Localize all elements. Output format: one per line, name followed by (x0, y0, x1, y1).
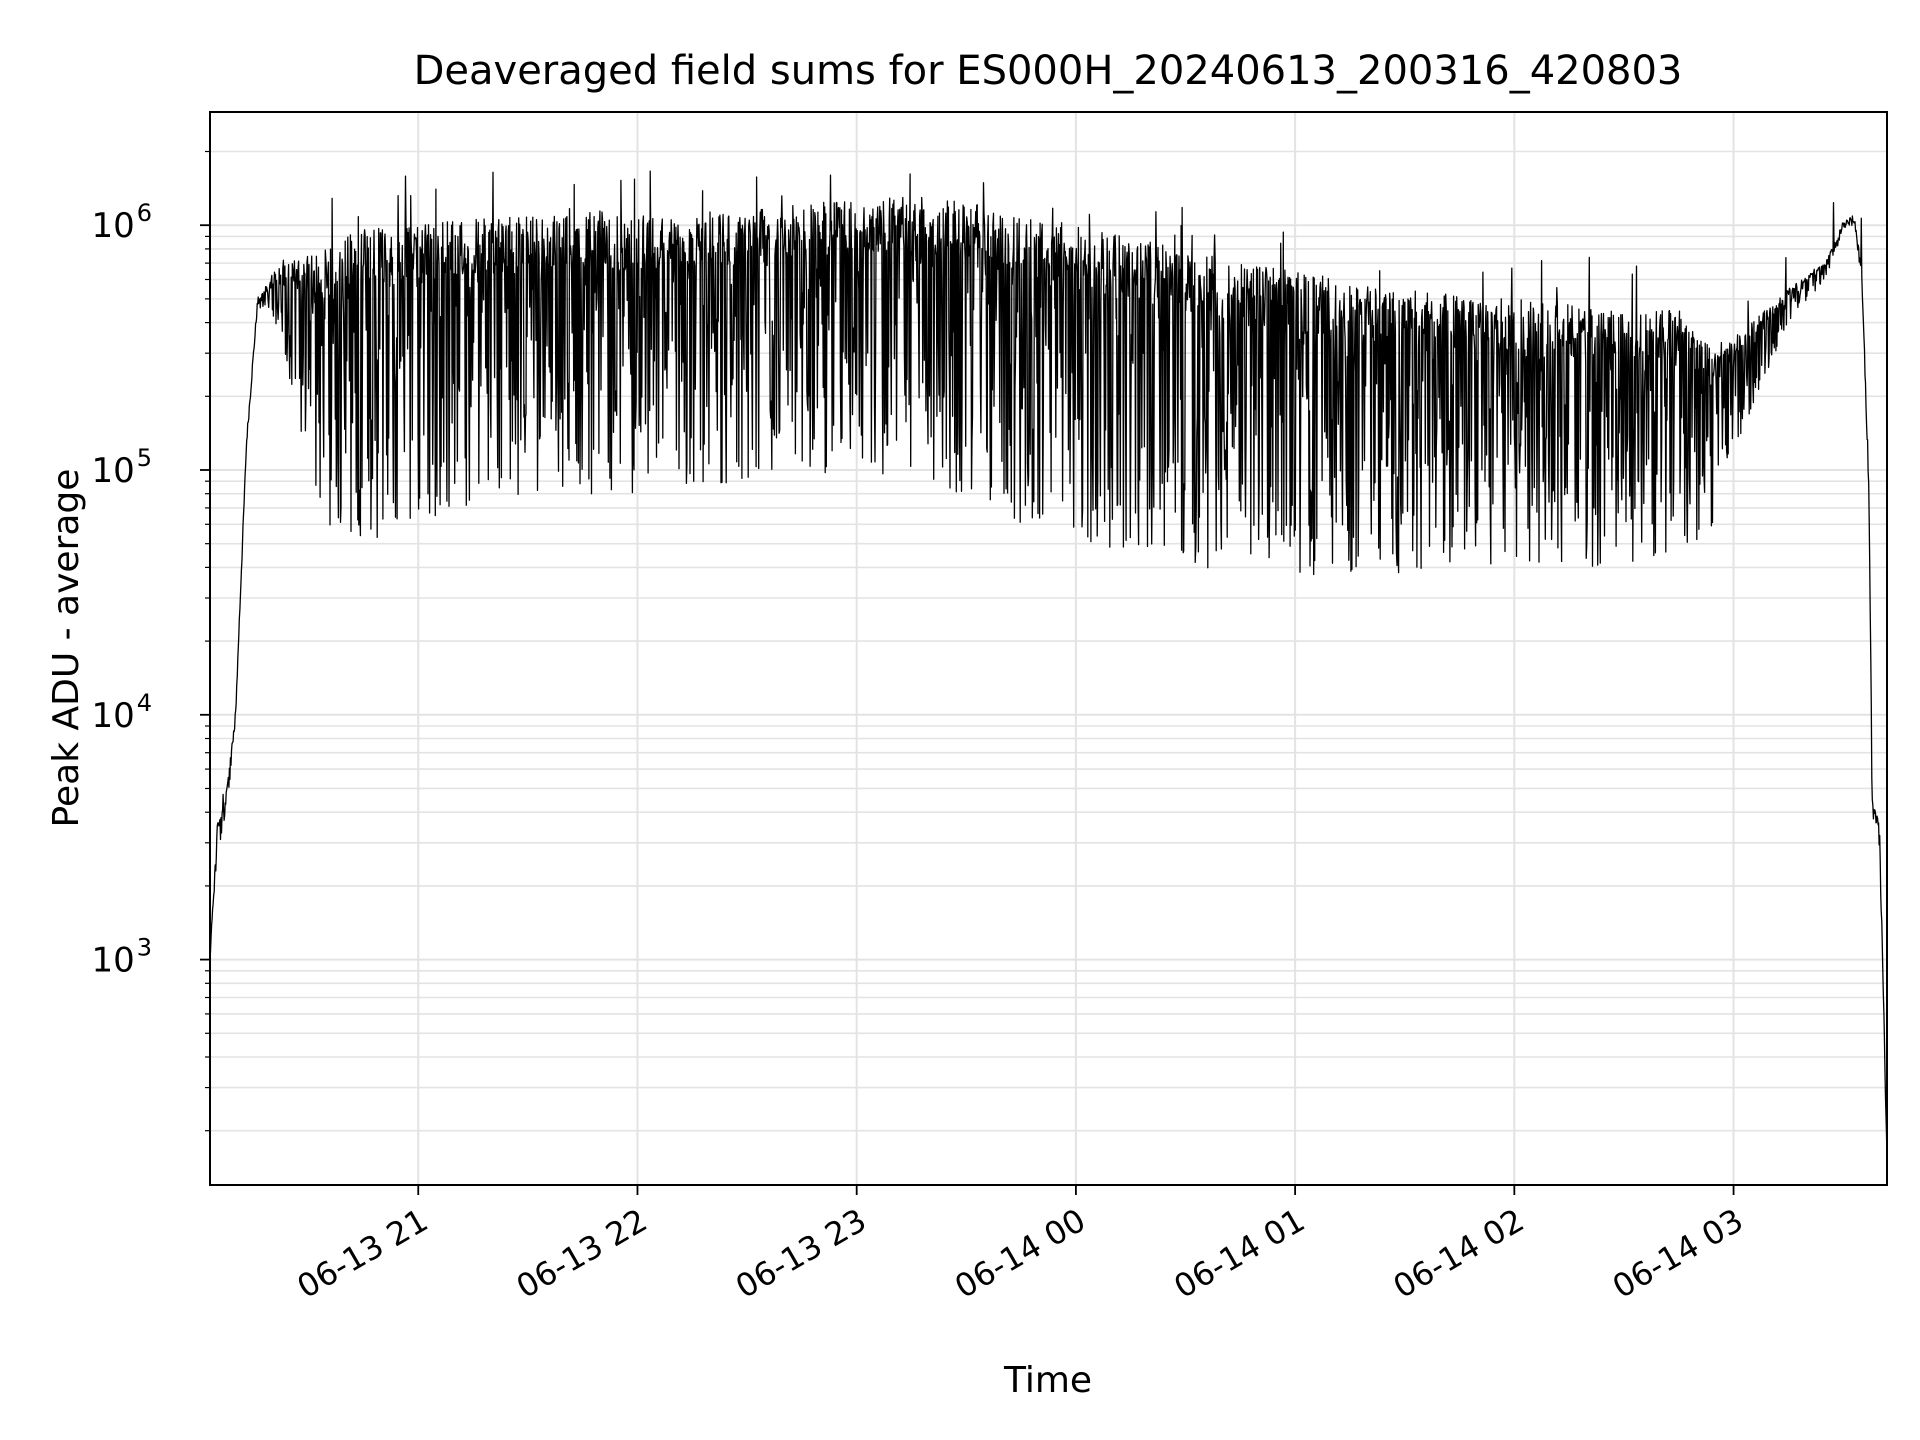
plot-frame (209, 111, 1888, 1186)
y-tick-exponent: 5 (137, 444, 152, 472)
y-tick-exponent: 6 (137, 199, 152, 227)
grid (210, 112, 1887, 1185)
chart-title: Deaveraged field sums for ES000H_2024061… (414, 48, 1683, 94)
series-line (209, 170, 1888, 1162)
y-tick-exponent: 3 (137, 934, 152, 962)
x-axis-label: Time (1003, 1360, 1092, 1401)
y-axis-label: Peak ADU - average (46, 469, 87, 828)
series-path (209, 170, 1888, 1162)
y-tick-exponent: 4 (137, 689, 152, 717)
